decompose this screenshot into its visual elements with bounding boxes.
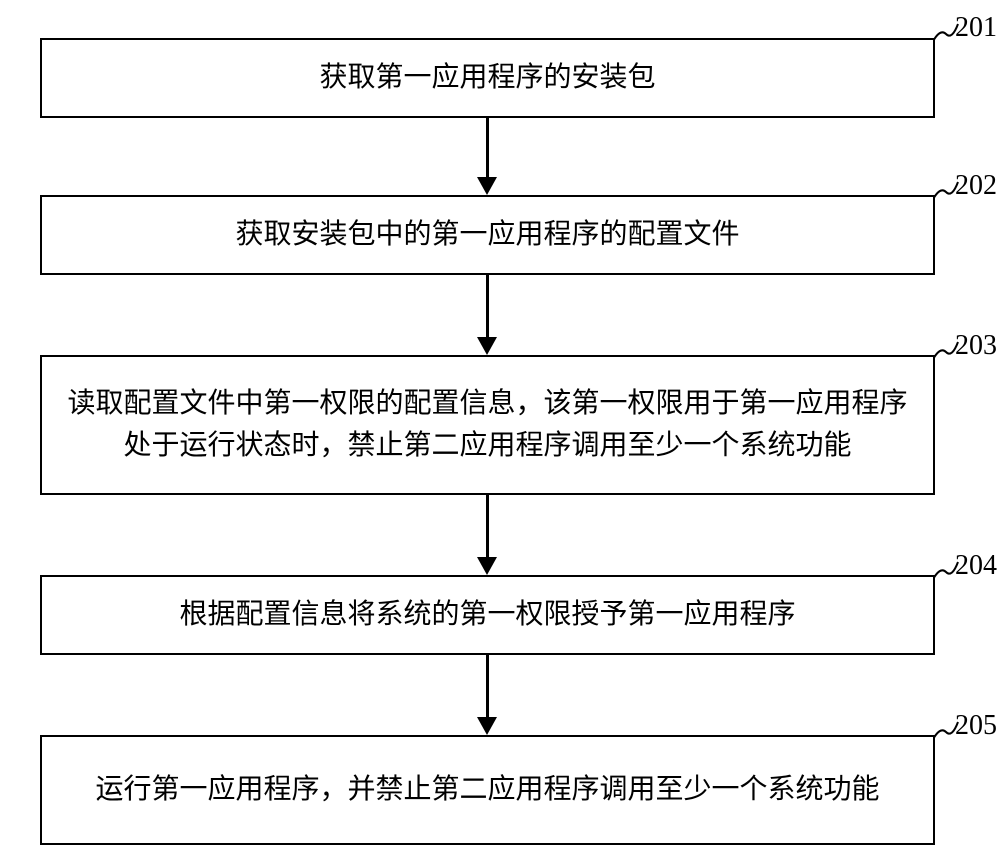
arrow-head-2 bbox=[477, 337, 497, 355]
arrow-head-3 bbox=[477, 557, 497, 575]
step-text-203: 读取配置文件中第一权限的配置信息，该第一权限用于第一应用程序处于运行状态时，禁止… bbox=[58, 383, 917, 467]
step-box-203: 读取配置文件中第一权限的配置信息，该第一权限用于第一应用程序处于运行状态时，禁止… bbox=[40, 355, 935, 495]
arrow-head-1 bbox=[477, 177, 497, 195]
step-box-202: 获取安装包中的第一应用程序的配置文件 bbox=[40, 195, 935, 275]
step-label-203: 203 bbox=[955, 330, 997, 362]
step-label-202: 202 bbox=[955, 170, 997, 202]
step-text-202: 获取安装包中的第一应用程序的配置文件 bbox=[235, 214, 739, 256]
step-label-205: 205 bbox=[955, 710, 997, 742]
step-box-205: 运行第一应用程序，并禁止第二应用程序调用至少一个系统功能 bbox=[40, 735, 935, 845]
arrow-line-3 bbox=[486, 495, 489, 557]
step-text-205: 运行第一应用程序，并禁止第二应用程序调用至少一个系统功能 bbox=[95, 769, 879, 811]
arrow-line-2 bbox=[486, 275, 489, 337]
flowchart-canvas: 201 获取第一应用程序的安装包 202 获取安装包中的第一应用程序的配置文件 … bbox=[0, 0, 1000, 864]
step-label-201: 201 bbox=[955, 12, 997, 44]
step-box-201: 获取第一应用程序的安装包 bbox=[40, 38, 935, 118]
step-text-201: 获取第一应用程序的安装包 bbox=[319, 57, 655, 99]
step-label-204: 204 bbox=[955, 550, 997, 582]
arrow-line-1 bbox=[486, 118, 489, 177]
step-text-204: 根据配置信息将系统的第一权限授予第一应用程序 bbox=[179, 594, 795, 636]
arrow-line-4 bbox=[486, 655, 489, 717]
arrow-head-4 bbox=[477, 717, 497, 735]
step-box-204: 根据配置信息将系统的第一权限授予第一应用程序 bbox=[40, 575, 935, 655]
